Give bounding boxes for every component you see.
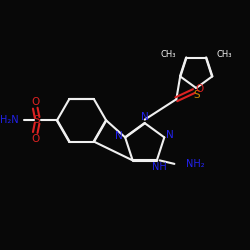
Text: N: N — [141, 112, 148, 122]
Text: NH₂: NH₂ — [186, 159, 205, 169]
Text: NH: NH — [152, 162, 166, 172]
Text: O: O — [31, 96, 40, 106]
Text: S: S — [34, 115, 40, 125]
Text: CH₃: CH₃ — [216, 50, 232, 58]
Text: N: N — [166, 130, 174, 140]
Text: O: O — [195, 84, 203, 94]
Text: N: N — [116, 131, 123, 141]
Text: S: S — [193, 90, 200, 100]
Text: CH₃: CH₃ — [160, 50, 176, 58]
Text: H₂N: H₂N — [0, 115, 18, 125]
Text: O: O — [31, 134, 40, 144]
